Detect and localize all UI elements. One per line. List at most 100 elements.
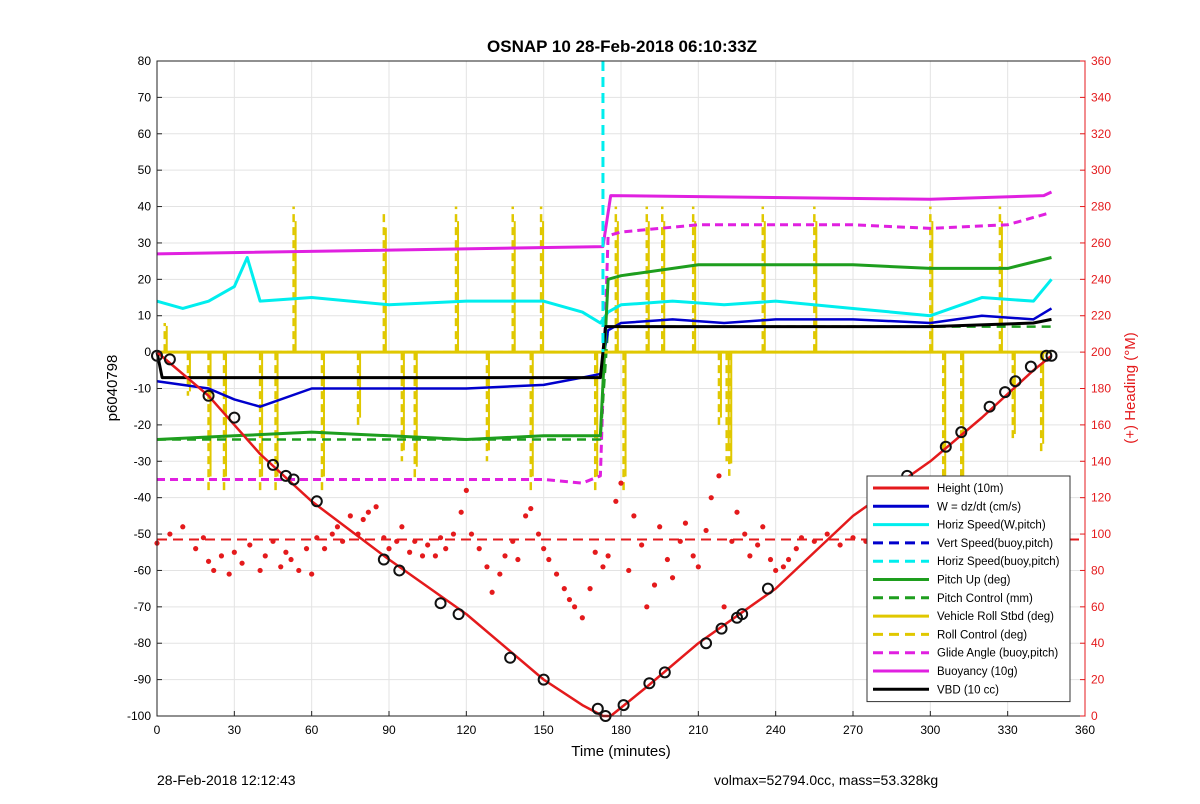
height-marker xyxy=(452,608,465,621)
heading-point xyxy=(553,571,560,577)
heading-point xyxy=(572,604,578,610)
height-marker xyxy=(287,473,300,486)
heading-point xyxy=(347,513,353,519)
heading-point xyxy=(463,487,469,493)
heading-point xyxy=(381,535,387,541)
heading-point xyxy=(695,564,701,570)
height-marker xyxy=(267,458,279,471)
heading-point xyxy=(682,520,689,526)
footer-volmax-mass: volmax=52794.0cc, mass=53.328kg xyxy=(714,772,939,788)
heading-point xyxy=(257,567,263,574)
y2-tick-label: 260 xyxy=(1091,236,1111,250)
legend-label: Vehicle Roll Stbd (deg) xyxy=(937,611,1054,623)
footer-timestamp: 28-Feb-2018 12:12:43 xyxy=(157,772,296,788)
heading-point xyxy=(321,546,328,552)
y-tick-label: -60 xyxy=(134,563,152,577)
height-marker xyxy=(393,564,406,577)
legend-label: Pitch Control (mm) xyxy=(937,593,1033,605)
heading-point xyxy=(535,531,542,537)
heading-point xyxy=(561,586,567,592)
y-tick-label: 10 xyxy=(138,309,152,323)
height-marker xyxy=(1040,349,1053,362)
y2-axis-label: (+) Heading (°M) xyxy=(1122,332,1139,443)
series-horiz-speed xyxy=(156,256,1053,325)
y2-tick-label: 300 xyxy=(1091,163,1111,177)
legend-label: VBD (10 cc) xyxy=(937,684,999,696)
x-tick-label: 150 xyxy=(534,723,554,737)
height-marker xyxy=(228,411,241,424)
height-marker xyxy=(1045,349,1058,362)
heading-point xyxy=(510,538,516,544)
y2-tick-label: 200 xyxy=(1091,345,1111,359)
axes: 0 30 60 90 120 150 180 210 240 270 300 330 360807060… xyxy=(127,54,1111,737)
heading-point xyxy=(798,535,805,541)
heading-point xyxy=(226,571,232,577)
y2-tick-label: 160 xyxy=(1091,418,1111,432)
heading-point xyxy=(476,546,482,552)
heading-point xyxy=(437,535,444,541)
heading-point xyxy=(515,556,521,563)
y-tick-label: -30 xyxy=(134,454,152,468)
heading-point xyxy=(412,538,418,544)
height-marker xyxy=(537,673,550,686)
heading-point xyxy=(468,531,475,537)
series-vbd xyxy=(155,317,1052,380)
heading-point xyxy=(613,498,619,504)
heading-point xyxy=(644,604,650,610)
y2-tick-label: 100 xyxy=(1091,527,1111,541)
height-marker xyxy=(643,677,656,690)
heading-point xyxy=(502,553,508,559)
heading-point xyxy=(425,542,431,548)
legend-label: W = dz/dt (cm/s) xyxy=(937,501,1021,513)
heading-point xyxy=(755,542,761,548)
heading-point xyxy=(811,538,817,544)
heading-point xyxy=(355,531,361,537)
height-marker xyxy=(715,622,728,635)
y2-tick-label: 20 xyxy=(1091,673,1105,687)
height-marker xyxy=(202,389,215,402)
height-marker xyxy=(939,440,952,453)
x-tick-label: 60 xyxy=(305,723,319,737)
heading-point xyxy=(419,553,426,559)
y-tick-label: -50 xyxy=(134,527,152,541)
y2-tick-label: 320 xyxy=(1091,127,1111,141)
legend-label: Pitch Up (deg) xyxy=(937,575,1011,587)
heading-point xyxy=(703,527,709,534)
heading-point xyxy=(432,553,438,559)
y2-tick-label: 280 xyxy=(1091,200,1111,214)
legend-label: Glide Angle (buoy,pitch) xyxy=(937,648,1058,660)
heading-point xyxy=(605,553,611,559)
y2-tick-label: 220 xyxy=(1091,309,1111,323)
heading-point xyxy=(399,524,405,530)
heading-point xyxy=(760,524,766,530)
height-marker xyxy=(1009,375,1022,388)
heading-point xyxy=(785,556,792,563)
series-buoyancy xyxy=(156,190,1053,256)
heading-point xyxy=(742,531,748,537)
legend: Height (10m) W = dz/dt (cm/s) Horiz Speed(… xyxy=(866,475,1071,703)
heading-point xyxy=(247,542,253,548)
y-tick-label: 80 xyxy=(138,54,152,68)
x-tick-label: 0 xyxy=(154,723,161,737)
heading-point xyxy=(211,567,217,574)
y-tick-label: -100 xyxy=(127,709,151,723)
height-marker xyxy=(617,699,630,712)
heading-point xyxy=(631,513,637,519)
heading-point xyxy=(484,564,490,570)
heading-point xyxy=(360,516,366,523)
height-marker xyxy=(377,553,390,566)
heading-point xyxy=(716,473,722,479)
heading-point xyxy=(541,546,547,552)
y-tick-label: -10 xyxy=(134,382,152,396)
y-tick-label: 0 xyxy=(144,345,151,359)
heading-point xyxy=(587,586,593,592)
y-tick-label: -90 xyxy=(134,673,152,687)
x-tick-label: 270 xyxy=(843,723,863,737)
y2-tick-label: 60 xyxy=(1091,600,1105,614)
y2-tick-label: 340 xyxy=(1091,90,1111,104)
y-tick-label: -80 xyxy=(134,636,152,650)
heading-point xyxy=(296,567,302,574)
heading-point xyxy=(592,549,598,555)
heading-point xyxy=(639,542,645,548)
heading-point xyxy=(218,553,225,559)
